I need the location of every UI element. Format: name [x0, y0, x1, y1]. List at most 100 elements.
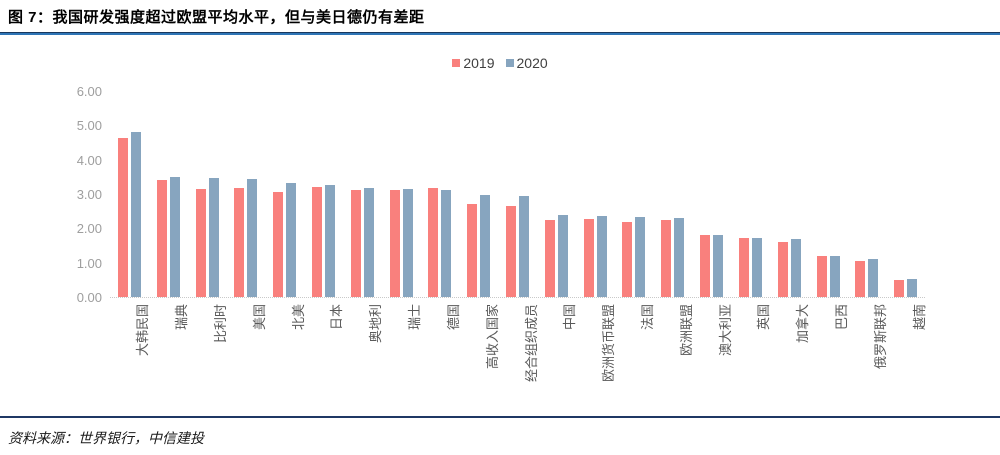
bar-group [265, 92, 304, 297]
bar-group [886, 92, 925, 297]
bar-group [692, 92, 731, 297]
bar-group [537, 92, 576, 297]
bar-group [421, 92, 460, 297]
bar-group [770, 92, 809, 297]
x-axis-label-cell: 俄罗斯联邦 [847, 302, 888, 410]
bar-2020 [596, 216, 607, 297]
x-axis-label-cell: 法国 [615, 302, 655, 410]
bar-2020 [130, 131, 141, 297]
bar-2020 [519, 196, 530, 297]
bar-2019 [777, 242, 788, 297]
plot-area [110, 92, 925, 298]
bar-2020 [868, 259, 879, 297]
bar-group [149, 92, 188, 297]
bar-group [110, 92, 149, 297]
bar-2019 [544, 220, 555, 297]
x-axis-label-cell: 高收入国家 [459, 302, 500, 410]
legend-swatch-icon [452, 59, 461, 67]
x-axis-label-cell: 美国 [226, 302, 267, 410]
y-axis-tick-label: 5.00 [76, 118, 102, 134]
bar-2019 [506, 206, 517, 297]
x-axis-label-cell: 巴西 [809, 302, 849, 410]
bar-group [653, 92, 692, 297]
bar-2020 [169, 176, 180, 297]
x-axis-label-cell: 德国 [421, 302, 461, 410]
x-axis-label-cell: 比利时 [188, 302, 228, 410]
bar-2019 [738, 238, 749, 297]
bar-2019 [117, 138, 128, 297]
bar-2020 [480, 195, 491, 297]
y-axis: 6.00 5.00 4.00 3.00 2.00 1.00 0.00 [40, 84, 102, 312]
bar-group [343, 92, 382, 297]
bar-2020 [790, 238, 801, 297]
x-axis-labels: 大韩民国 瑞典 比利时 美国 北美 日本 奥地利 瑞士 德国 高收入国家 经合组织成员 中国 欧洲货币联… [110, 302, 927, 410]
x-axis-label-cell: 瑞士 [382, 302, 422, 410]
x-axis-label-cell: 越南 [886, 302, 927, 410]
bar-2020 [674, 217, 685, 297]
bar-group [498, 92, 537, 297]
bar-group [382, 92, 421, 297]
bar-group [809, 92, 848, 297]
bar-2019 [311, 187, 322, 297]
bar-2020 [247, 178, 258, 297]
source-note: 资料来源：世界银行，中信建投 [8, 432, 204, 447]
x-axis-label-cell: 奥地利 [343, 302, 383, 410]
bar-2019 [350, 189, 361, 297]
bar-2019 [816, 255, 827, 297]
bar-2020 [907, 278, 918, 297]
title-divider-rule [0, 32, 1000, 35]
legend-item-2020: 2020 [505, 55, 548, 71]
bar-2019 [156, 180, 167, 297]
bar-2020 [441, 189, 452, 297]
bar-group [731, 92, 770, 297]
x-axis-label-cell: 经合组织成员 [498, 302, 539, 410]
x-axis-label-cell: 中国 [537, 302, 577, 410]
x-axis-tick-label: 越南 [911, 304, 927, 331]
bar-2020 [557, 214, 568, 297]
bar-2019 [894, 279, 905, 297]
bar-2019 [428, 188, 439, 297]
legend-label: 2020 [516, 55, 548, 71]
bar-2020 [751, 238, 762, 297]
bar-2020 [286, 183, 297, 297]
bar-group [615, 92, 654, 297]
bar-2020 [635, 216, 646, 297]
legend-label: 2019 [463, 55, 495, 71]
y-axis-tick-label: 6.00 [76, 84, 102, 99]
x-axis-label-cell: 瑞典 [149, 302, 189, 410]
bar-2019 [273, 191, 284, 297]
bar-2019 [389, 189, 400, 297]
bar-2019 [622, 221, 633, 297]
legend-item-2019: 2019 [452, 55, 495, 71]
bar-group [459, 92, 498, 297]
y-axis-tick-label: 4.00 [76, 152, 102, 168]
x-axis-label-cell: 大韩民国 [110, 302, 150, 410]
y-axis-tick-label: 1.00 [76, 255, 102, 271]
bar-2020 [829, 255, 840, 297]
bar-2020 [402, 188, 413, 297]
x-axis-label-cell: 英国 [731, 302, 771, 410]
footer-divider-rule [0, 416, 1000, 418]
bar-group [304, 92, 343, 297]
x-axis-label-cell: 北美 [265, 302, 306, 410]
bar-2019 [700, 235, 711, 297]
bar-2019 [234, 188, 245, 297]
bar-group [188, 92, 227, 297]
legend-swatch-icon [505, 59, 514, 67]
y-axis-tick-label: 3.00 [76, 187, 102, 202]
figure-title: 图 7：我国研发强度超过欧盟平均水平，但与美日德仍有差距 [8, 9, 425, 26]
bar-2020 [713, 234, 724, 297]
bar-2020 [208, 177, 219, 297]
bar-2019 [195, 188, 206, 297]
bar-2020 [324, 185, 335, 297]
x-axis-label-cell: 加拿大 [770, 302, 810, 410]
y-axis-tick-label: 2.00 [76, 221, 102, 237]
bar-2019 [583, 219, 594, 297]
bar-2019 [661, 220, 672, 297]
chart-legend: 2019 2020 [0, 55, 1000, 71]
x-axis-label-cell: 澳大利亚 [692, 302, 733, 410]
x-axis-label-cell: 欧洲货币联盟 [576, 302, 616, 410]
bar-group [847, 92, 886, 297]
bar-2020 [363, 187, 374, 297]
y-axis-tick-label: 0.00 [76, 290, 102, 305]
